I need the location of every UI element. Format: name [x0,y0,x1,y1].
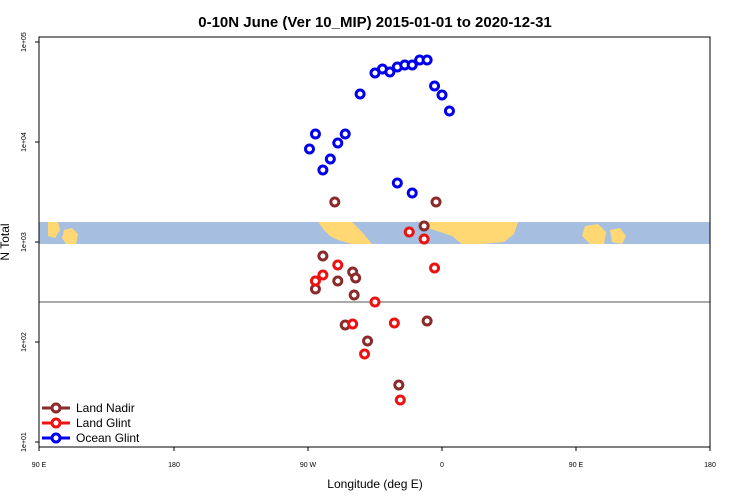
y-tick-label: 1e+03 [21,232,28,252]
point-ocean-glint [384,66,396,78]
x-tick-label: 0 [440,462,444,469]
point-land-nadir [348,289,360,301]
legend-marker-ocean-glint [50,432,62,444]
point-ocean-glint [309,128,321,140]
legend-marker-land-nadir [50,402,62,414]
x-tick-label: 90 E [569,462,584,469]
point-land-nadir [317,250,329,262]
point-ocean-glint [429,80,441,92]
legend-marker-land-glint [50,417,62,429]
y-tick-label: 1e+01 [21,432,28,452]
point-ocean-glint [406,59,418,71]
x-tick-label: 180 [704,462,716,469]
map-land [48,222,626,244]
x-axis-label: Longitude (deg E) [327,477,422,491]
map-land-shape [582,224,606,244]
point-land-glint [403,226,415,238]
map-land-shape [48,222,60,238]
point-ocean-glint [324,153,336,165]
point-land-nadir [350,272,362,284]
y-axis-label: N Total [0,223,12,260]
point-land-glint [369,296,381,308]
point-land-glint [394,394,406,406]
point-land-glint [359,348,371,360]
point-ocean-glint [332,137,344,149]
chart-title: 0-10N June (Ver 10_MIP) 2015-01-01 to 20… [198,14,552,31]
legend-label-ocean-glint: Ocean Glint [76,431,140,445]
legend-label-land-glint: Land Glint [76,416,131,430]
map-ocean [39,222,710,244]
point-land-glint [309,275,321,287]
point-land-glint [332,259,344,271]
point-land-nadir [329,196,341,208]
world-map-band [39,222,710,244]
map-land-shape [422,222,518,244]
point-ocean-glint [436,89,448,101]
y-tick-label: 1e+04 [21,132,28,152]
y-axis: 1e+01 1e+02 1e+03 1e+04 1e+05 [21,32,39,452]
point-ocean-glint [391,177,403,189]
point-land-glint [388,317,400,329]
map-land-shape [318,222,372,244]
point-land-nadir [421,315,433,327]
point-land-nadir [332,275,344,287]
map-land-shape [62,228,78,244]
point-ocean-glint [317,164,329,176]
point-ocean-glint [443,105,455,117]
x-axis: 90 E 180 90 W 0 90 E 180 [32,447,716,469]
point-land-glint [418,233,430,245]
point-ocean-glint [406,187,418,199]
point-ocean-glint [303,143,315,155]
y-tick-label: 1e+02 [21,332,28,352]
point-land-glint [317,269,329,281]
data-points [303,54,455,406]
point-land-glint [347,318,359,330]
point-land-nadir [362,335,374,347]
map-land-shape [610,228,626,244]
legend-item-land-nadir: Land Nadir [42,401,135,415]
point-land-nadir [430,196,442,208]
point-land-glint [429,262,441,274]
point-ocean-glint [421,54,433,66]
point-ocean-glint [354,88,366,100]
legend-item-land-glint: Land Glint [42,416,131,430]
x-tick-label: 90 E [32,462,47,469]
legend-item-ocean-glint: Ocean Glint [42,431,140,445]
point-land-nadir [418,220,430,232]
legend-label-land-nadir: Land Nadir [76,401,135,415]
x-tick-label: 90 W [300,462,317,469]
point-land-nadir [393,379,405,391]
y-tick-label: 1e+05 [21,32,28,52]
point-ocean-glint [339,128,351,140]
legend: Land Nadir Land Glint Ocean Glint [42,401,140,445]
x-tick-label: 180 [168,462,180,469]
